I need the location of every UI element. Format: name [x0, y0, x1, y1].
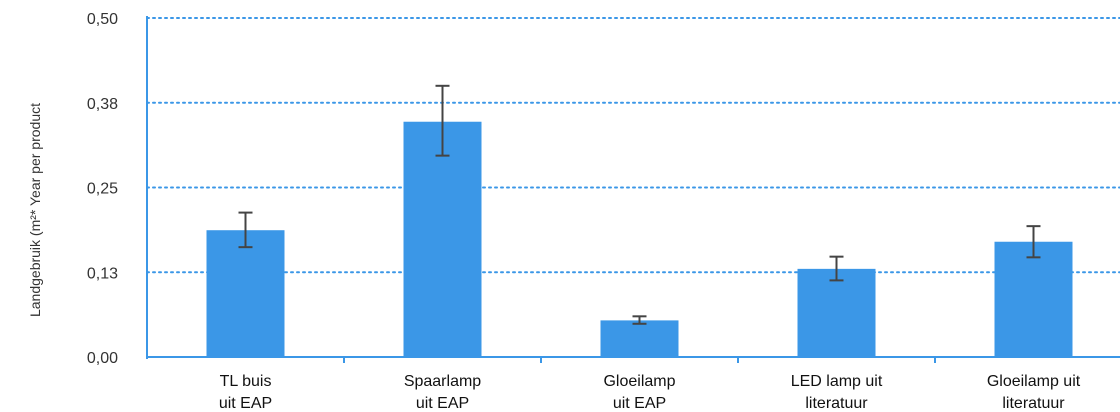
bar	[206, 230, 285, 357]
bar	[797, 268, 876, 357]
x-category-labels: TL buis uit EAP Spaarlamp uit EAP Gloeilamp u…	[219, 373, 1081, 412]
y-tick-labels: 0,00 0,13 0,25 0,38 0,50	[87, 11, 118, 367]
y-axis-title: Landgebruik (m²* Year per product	[27, 103, 43, 317]
x-category-label: uit EAP	[613, 395, 666, 412]
y-tick-label: 0,25	[87, 181, 118, 198]
y-tick-label: 0,13	[87, 265, 118, 282]
x-category-label: Spaarlamp	[404, 373, 481, 390]
bar	[994, 241, 1073, 357]
error-bars	[238, 84, 1041, 325]
x-category-label: uit EAP	[219, 395, 272, 412]
x-category-label: Gloeilamp	[603, 373, 675, 390]
bars	[206, 121, 1073, 357]
y-tick-label: 0,00	[87, 350, 118, 367]
x-category-label: TL buis	[220, 373, 272, 390]
bar	[403, 121, 482, 357]
x-category-label: literatuur	[1002, 395, 1065, 412]
gridlines	[146, 17, 1120, 274]
x-category-label: literatuur	[805, 395, 868, 412]
y-tick-label: 0,38	[87, 96, 118, 113]
x-category-label: LED lamp uit	[791, 373, 883, 390]
y-tick-label: 0,50	[87, 11, 118, 28]
axes	[146, 16, 1120, 363]
bar	[600, 320, 679, 357]
x-category-label: uit EAP	[416, 395, 469, 412]
x-category-label: Gloeilamp uit	[987, 373, 1081, 390]
